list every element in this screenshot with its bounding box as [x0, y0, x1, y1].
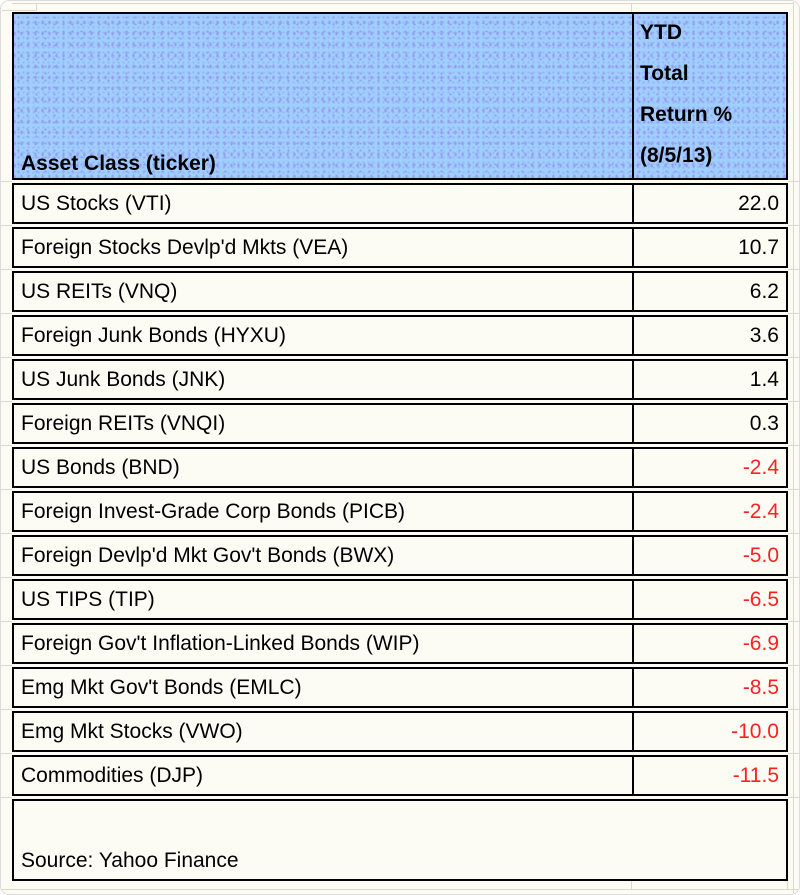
source-row[interactable]: Source: Yahoo Finance — [12, 799, 788, 881]
sheet-gridline — [788, 533, 800, 534]
data-rows: US Stocks (VTI) 22.0 Foreign Stocks Devl… — [12, 183, 788, 796]
sheet-gridline — [788, 313, 800, 314]
sheet-gridline — [788, 665, 800, 666]
asset-class-cell[interactable]: Emg Mkt Stocks (VWO) — [21, 719, 243, 743]
asset-class-header-label: Asset Class (ticker) — [21, 151, 216, 175]
sheet-gridline — [788, 401, 800, 402]
asset-class-cell[interactable]: Foreign Invest-Grade Corp Bonds (PICB) — [21, 499, 405, 523]
sheet-gridline — [788, 797, 800, 798]
table-row: Commodities (DJP) -11.5 — [12, 755, 788, 796]
sheet-gridline — [0, 621, 12, 622]
sheet-gridline — [788, 621, 800, 622]
sheet-gridline — [787, 881, 788, 889]
sheet-gridline — [0, 445, 12, 446]
return-value-cell[interactable]: -11.5 — [632, 757, 786, 794]
table-row: Foreign Junk Bonds (HYXU) 3.6 — [12, 315, 788, 356]
sheet-gridline — [0, 225, 12, 226]
table-header-row: Asset Class (ticker) YTD Total Return % … — [12, 12, 788, 180]
asset-class-cell[interactable]: Foreign Devlp'd Mkt Gov't Bonds (BWX) — [21, 543, 395, 567]
sheet-gridline — [788, 709, 800, 710]
asset-class-cell[interactable]: US TIPS (TIP) — [21, 587, 155, 611]
table-row: US REITs (VNQ) 6.2 — [12, 271, 788, 312]
sheet-gridline — [2, 10, 36, 11]
sheet-gridline — [0, 797, 12, 798]
header-cell-asset-class[interactable]: Asset Class (ticker) — [14, 14, 632, 178]
sheet-gridline — [36, 3, 37, 11]
return-value-cell[interactable]: -6.9 — [632, 625, 786, 662]
sheet-gridline — [0, 577, 12, 578]
return-value-cell[interactable]: -6.5 — [632, 581, 786, 618]
sheet-gridline — [631, 881, 632, 889]
sheet-gridline — [0, 181, 12, 182]
table-row: Emg Mkt Stocks (VWO) -10.0 — [12, 711, 788, 752]
sheet-gridline — [0, 357, 12, 358]
return-value-cell[interactable]: 1.4 — [632, 361, 786, 398]
table-row: US Junk Bonds (JNK) 1.4 — [12, 359, 788, 400]
ytd-header-line: YTD — [640, 21, 682, 44]
table-row: Foreign Gov't Inflation-Linked Bonds (WI… — [12, 623, 788, 664]
sheet-gridline — [0, 269, 12, 270]
source-label: Source: Yahoo Finance — [21, 849, 239, 872]
ytd-header-line: (8/5/13) — [640, 144, 713, 167]
sheet-gridline — [788, 269, 800, 270]
sheet-gridline — [12, 3, 793, 4]
sheet-gridline — [0, 313, 12, 314]
table-row: Foreign Devlp'd Mkt Gov't Bonds (BWX) -5… — [12, 535, 788, 576]
table-row: Foreign Invest-Grade Corp Bonds (PICB) -… — [12, 491, 788, 532]
asset-class-cell[interactable]: US Bonds (BND) — [21, 455, 180, 479]
asset-class-cell[interactable]: US Stocks (VTI) — [21, 191, 172, 215]
asset-class-cell[interactable]: Foreign REITs (VNQI) — [21, 411, 226, 435]
sheet-gridline — [793, 2, 794, 893]
sheet-gridline — [0, 753, 12, 754]
sheet-gridline — [0, 401, 12, 402]
returns-table: Asset Class (ticker) YTD Total Return % … — [12, 12, 788, 881]
return-value-cell[interactable]: 22.0 — [632, 185, 786, 222]
sheet-gridline — [0, 489, 12, 490]
return-value-cell[interactable]: -8.5 — [632, 669, 786, 706]
sheet-gridline — [788, 357, 800, 358]
asset-class-cell[interactable]: US REITs (VNQ) — [21, 279, 178, 303]
return-value-cell[interactable]: 0.3 — [632, 405, 786, 442]
return-value-cell[interactable]: -5.0 — [632, 537, 786, 574]
table-row: US Bonds (BND) -2.4 — [12, 447, 788, 488]
sheet-gridline — [788, 489, 800, 490]
sheet-gridline — [788, 577, 800, 578]
sheet-gridline — [0, 665, 12, 666]
asset-class-cell[interactable]: Foreign Gov't Inflation-Linked Bonds (WI… — [21, 631, 420, 655]
return-value-cell[interactable]: 6.2 — [632, 273, 786, 310]
sheet-gridline — [0, 709, 12, 710]
asset-class-cell[interactable]: Foreign Stocks Devlp'd Mkts (VEA) — [21, 235, 349, 259]
table-row: Foreign Stocks Devlp'd Mkts (VEA) 10.7 — [12, 227, 788, 268]
return-value-cell[interactable]: -10.0 — [632, 713, 786, 750]
table-row: US TIPS (TIP) -6.5 — [12, 579, 788, 620]
ytd-header-line: Total — [640, 62, 689, 85]
ytd-header-line: Return % — [640, 103, 733, 126]
asset-class-cell[interactable]: US Junk Bonds (JNK) — [21, 367, 226, 391]
sheet-gridline — [2, 889, 798, 890]
table-row: Emg Mkt Gov't Bonds (EMLC) -8.5 — [12, 667, 788, 708]
sheet-gridline — [788, 445, 800, 446]
sheet-gridline — [0, 533, 12, 534]
return-value-cell[interactable]: 3.6 — [632, 317, 786, 354]
sheet-gridline — [631, 3, 632, 12]
sheet-gridline — [788, 181, 800, 182]
asset-class-cell[interactable]: Foreign Junk Bonds (HYXU) — [21, 323, 286, 347]
table-row: US Stocks (VTI) 22.0 — [12, 183, 788, 224]
return-value-cell[interactable]: -2.4 — [632, 493, 786, 530]
sheet-gridline — [788, 225, 800, 226]
return-value-cell[interactable]: 10.7 — [632, 229, 786, 266]
asset-class-cell[interactable]: Commodities (DJP) — [21, 763, 204, 787]
return-value-cell[interactable]: -2.4 — [632, 449, 786, 486]
sheet-gridline — [788, 753, 800, 754]
asset-class-cell[interactable]: Emg Mkt Gov't Bonds (EMLC) — [21, 675, 302, 699]
table-row: Foreign REITs (VNQI) 0.3 — [12, 403, 788, 444]
header-cell-ytd-return[interactable]: YTD Total Return % (8/5/13) — [632, 14, 786, 178]
